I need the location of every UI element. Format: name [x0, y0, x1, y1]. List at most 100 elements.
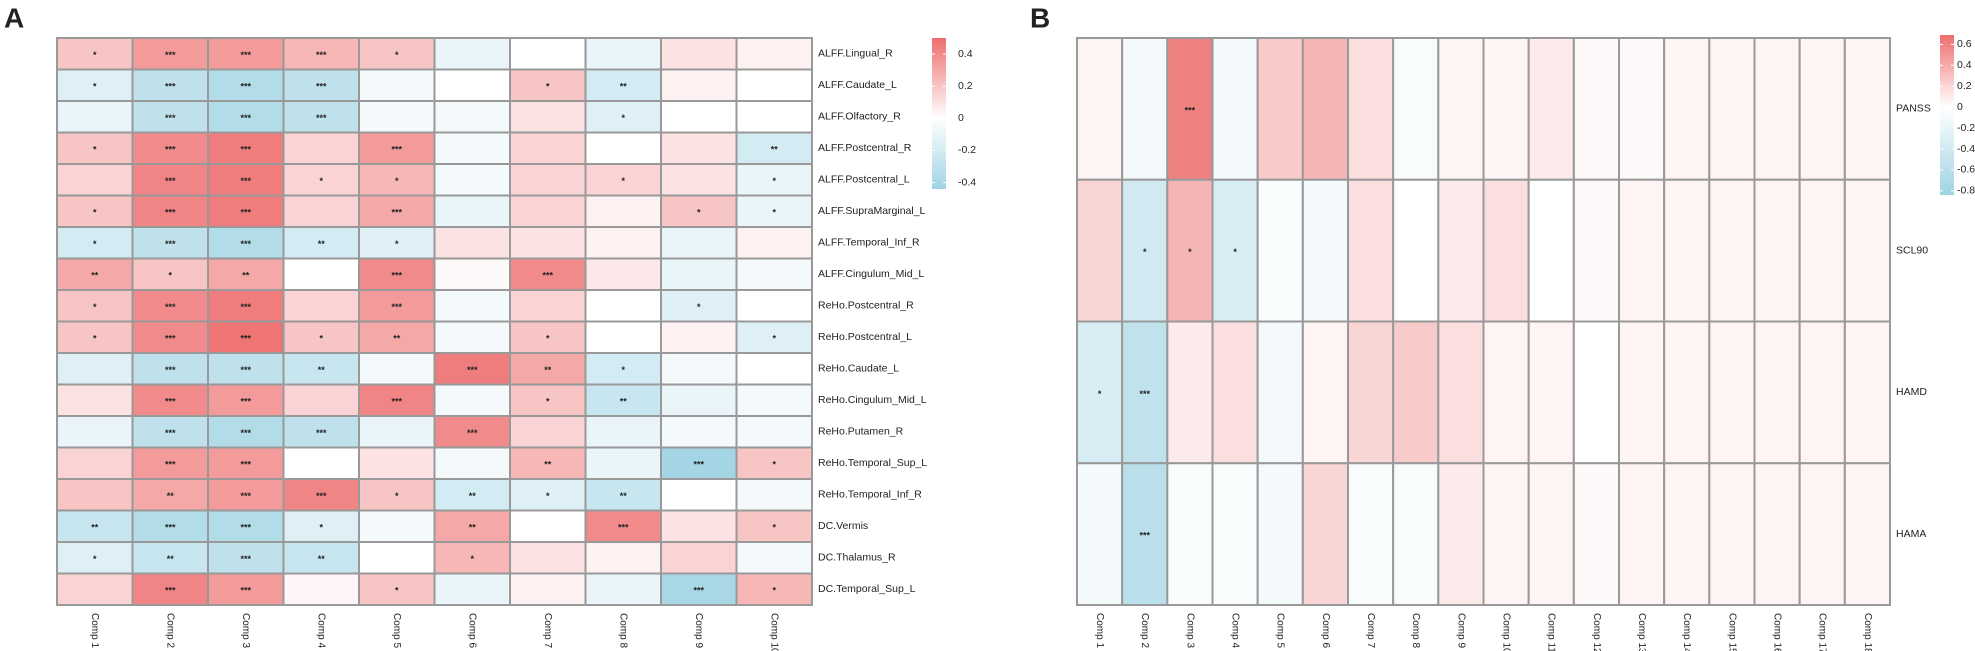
heatmap-cell: [1618, 320, 1666, 465]
heatmap-cell: [282, 415, 360, 449]
heatmap-cell: [56, 541, 134, 575]
heatmap-cell: [1392, 37, 1440, 181]
significance-mark: **: [318, 365, 326, 375]
significance-mark: *: [1233, 247, 1237, 257]
heatmap-cell: [1708, 178, 1756, 323]
heatmap-cell: [735, 226, 813, 260]
significance-mark: ***: [165, 428, 176, 438]
panel-label: A: [4, 2, 24, 33]
significance-mark: ***: [316, 491, 327, 501]
heatmap-cell: [207, 352, 285, 386]
heatmap-cell: [1121, 462, 1169, 606]
colorbar: [932, 38, 946, 189]
col-label: Comp 13: [1636, 613, 1647, 651]
row-label: DC.Temporal_Sup_L: [818, 583, 916, 595]
significance-mark: ***: [542, 271, 553, 281]
colorbar-label: 0.2: [1957, 80, 1972, 92]
row-label: HAMD: [1896, 386, 1927, 398]
significance-mark: ***: [165, 523, 176, 533]
significance-mark: *: [1188, 247, 1192, 257]
significance-mark: **: [393, 334, 401, 344]
col-label: Comp 9: [693, 613, 704, 648]
heatmap-cell: [1166, 462, 1214, 606]
heatmap-cell: [282, 320, 360, 354]
heatmap-cell: [509, 383, 587, 417]
heatmap-cell: [660, 68, 738, 102]
heatmap-cell: [1663, 37, 1711, 181]
heatmap-cell: [1843, 37, 1892, 181]
heatmap-cell: [282, 509, 360, 543]
heatmap-cell: [1437, 462, 1485, 606]
significance-mark: ***: [165, 145, 176, 155]
heatmap-cell: [660, 131, 738, 165]
row-label: ReHo.Temporal_Sup_L: [818, 457, 927, 469]
heatmap-cell: [1437, 320, 1485, 465]
heatmap-cell: [433, 37, 511, 71]
row-label: ALFF.Postcentral_R: [818, 142, 912, 154]
heatmap-cell: [1843, 178, 1892, 323]
heatmap-cell: [1798, 462, 1846, 606]
significance-mark: *: [93, 554, 97, 564]
significance-mark: ***: [693, 586, 704, 596]
significance-mark: *: [319, 334, 323, 344]
heatmap-cell: [1753, 320, 1801, 465]
col-label: Comp 8: [1410, 613, 1421, 648]
significance-mark: **: [318, 239, 326, 249]
colorbar: [1940, 35, 1954, 195]
heatmap-cell: [358, 68, 436, 102]
heatmap-cell: [1076, 178, 1124, 323]
heatmap-cell: [56, 478, 134, 512]
heatmap-cell: [1663, 320, 1711, 465]
heatmap-cell: [584, 320, 662, 354]
heatmap-cell: [509, 68, 587, 102]
significance-mark: ***: [240, 208, 251, 218]
heatmap-cell: [282, 194, 360, 228]
heatmap-cell: [584, 257, 662, 291]
significance-mark: ***: [240, 50, 251, 60]
heatmap-cell: [509, 509, 587, 543]
significance-mark: **: [167, 554, 175, 564]
significance-mark: ***: [240, 460, 251, 470]
col-label: Comp 2: [165, 613, 176, 648]
significance-mark: ***: [240, 334, 251, 344]
heatmap-cell: [509, 352, 587, 386]
heatmap-cell: [1166, 178, 1214, 323]
heatmap-cell: [660, 320, 738, 354]
significance-mark: ***: [391, 397, 402, 407]
heatmap-cell: [358, 478, 436, 512]
colorbar-label: -0.8: [1957, 185, 1975, 197]
row-label: ReHo.Putamen_R: [818, 426, 904, 438]
significance-mark: *: [93, 302, 97, 312]
heatmap-cell: [1798, 178, 1846, 323]
heatmap-cell: [282, 131, 360, 165]
significance-mark: **: [91, 523, 99, 533]
heatmap-cell: [660, 226, 738, 260]
heatmap-cell: [735, 446, 813, 480]
significance-mark: *: [395, 176, 399, 186]
significance-mark: *: [621, 365, 625, 375]
significance-mark: ***: [1185, 105, 1196, 115]
significance-mark: **: [167, 491, 175, 501]
col-label: Comp 8: [618, 613, 629, 648]
heatmap-cell: [1663, 178, 1711, 323]
row-label: ALFF.Temporal_Inf_R: [818, 237, 920, 249]
col-label: Comp 5: [391, 613, 402, 648]
heatmap-cell: [1527, 320, 1575, 465]
significance-mark: *: [93, 145, 97, 155]
significance-mark: *: [772, 586, 776, 596]
heatmap-cell: [56, 163, 134, 197]
significance-mark: ***: [693, 460, 704, 470]
heatmap-cell: [584, 446, 662, 480]
heatmap-cell: [56, 415, 134, 449]
significance-mark: *: [546, 397, 550, 407]
row-label: SCL90: [1896, 244, 1928, 256]
heatmap-cell: [660, 100, 738, 134]
heatmap-cell: [1618, 37, 1666, 181]
heatmap-cell: [1211, 320, 1259, 465]
col-label: Comp 6: [1320, 613, 1331, 648]
significance-mark: ***: [240, 82, 251, 92]
heatmap-cell: [282, 383, 360, 417]
significance-mark: ***: [165, 176, 176, 186]
heatmap-cell: [433, 415, 511, 449]
heatmap-cell: [509, 100, 587, 134]
